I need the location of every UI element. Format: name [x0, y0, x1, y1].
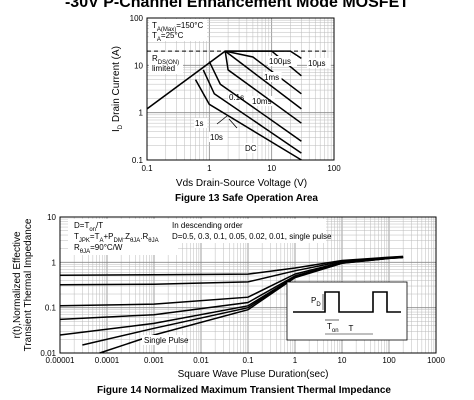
rdson-label: RDS(ON) — [152, 54, 179, 66]
region-label-backdrop — [149, 52, 183, 74]
x-tick-label: 10 — [338, 356, 347, 365]
legend-right-backdrop — [166, 219, 326, 243]
y-tick-label: 1 — [139, 109, 144, 118]
soa-label-1s: 1s — [195, 119, 203, 128]
y-tick-label: 100 — [130, 14, 144, 23]
x-tick-label: 0.1 — [141, 164, 153, 173]
conditions-backdrop — [149, 19, 207, 41]
plot-frame — [146, 17, 335, 161]
soa-label-1ms: 1ms — [264, 73, 279, 82]
soa-label-0.1s: 0.1s — [229, 93, 244, 102]
x-tick-label: 0.00001 — [46, 356, 75, 365]
x-tick-label: 0.1 — [242, 356, 254, 365]
x-axis-label: Vds Drain-Source Voltage (V) — [176, 178, 307, 189]
soa-label-100µs: 100µs — [269, 57, 291, 66]
y-axis-label: ID Drain Current (A) — [111, 46, 124, 132]
x-axis-label: Square Wave Pluse Duration(sec) — [178, 369, 329, 380]
soa-label-backdrop — [268, 56, 297, 66]
pulse-inset-frame — [286, 281, 408, 341]
soa-line-10ms — [224, 50, 302, 110]
x-tick-label: 100 — [327, 164, 341, 173]
annotation-arrow — [228, 118, 238, 129]
y-tick-label: 10 — [47, 213, 56, 222]
y-tick-label: 0.1 — [45, 304, 57, 313]
rdson-limited-label: limited — [152, 64, 175, 73]
y-tick-label: 0.01 — [40, 349, 56, 358]
soa-label-10µs: 10µs — [308, 59, 326, 68]
legend-left-line: D=Ton/T — [74, 221, 103, 233]
soa-label-backdrop — [307, 58, 331, 68]
soa-line-1s — [208, 61, 302, 142]
x-tick-label: 1 — [207, 164, 212, 173]
y-tick-label: 1 — [52, 258, 57, 267]
soa-label-10s: 10s — [210, 133, 223, 142]
x-tick-label: 100 — [382, 356, 396, 365]
soa-line-0.1s — [224, 50, 302, 124]
soa-label-DC: DC — [245, 144, 257, 153]
condition-tamax: TA(Max)=150°C — [152, 21, 203, 33]
single-pulse-label: Single Pulse — [144, 336, 189, 345]
x-tick-label: 0.001 — [144, 356, 165, 365]
legend-left-backdrop — [68, 219, 178, 255]
rdson-limit-line — [146, 50, 226, 110]
soa-label-backdrop — [194, 118, 208, 128]
soa-line-DC — [194, 79, 302, 161]
legend-left-line: RθJA=90°C/W — [74, 243, 123, 255]
y-tick-label: 0.1 — [132, 156, 144, 165]
figure-caption: Figure 13 Safe Operation Area — [175, 193, 318, 204]
soa-label-backdrop — [251, 96, 275, 106]
x-tick-label: 1 — [293, 356, 298, 365]
legend-left-line: TJPK=TA+PDM.ZθJA.RθJA — [74, 232, 159, 244]
plot-frame — [59, 216, 437, 354]
soa-line-100µs — [225, 50, 302, 77]
x-tick-label: 10 — [267, 164, 276, 173]
annotation-arrow — [216, 115, 228, 125]
x-tick-label: 1000 — [427, 356, 445, 365]
y-axis-label: r(t),Normalized EffectiveTransient Therm… — [12, 218, 34, 351]
soa-line-1ms — [225, 50, 302, 95]
soa-label-10ms: 10ms — [252, 97, 272, 106]
safe-operating-area-chart: TA(Max)=150°CTA=25°CRDS(ON)limited10µs10… — [111, 14, 341, 204]
legend-right-line: In descending order — [172, 221, 243, 230]
condition-ta: TA=25°C — [152, 31, 184, 43]
single-pulse-backdrop — [142, 335, 186, 345]
soa-label-backdrop — [209, 132, 228, 142]
x-tick-label: 0.0001 — [95, 356, 120, 365]
page-title: -30V P-Channel Enhancement Mode MOSFET — [64, 0, 410, 11]
pulse-waveform — [293, 291, 401, 313]
soa-label-backdrop — [228, 92, 252, 102]
x-tick-label: 0.01 — [193, 356, 209, 365]
figure-caption: Figure 14 Normalized Maximum Transient T… — [97, 385, 391, 396]
soa-label-backdrop — [263, 72, 282, 82]
y-tick-label: 10 — [134, 61, 143, 70]
pulse-ton-label: Ton — [327, 322, 339, 334]
soa-line-10s — [202, 69, 302, 154]
soa-label-backdrop — [244, 143, 258, 153]
legend-right-line: D=0.5, 0.3, 0.1, 0.05, 0.02, 0.01, singl… — [172, 232, 332, 241]
pulse-pd-label: PD — [311, 296, 321, 308]
pulse-period-label: T — [349, 324, 354, 333]
